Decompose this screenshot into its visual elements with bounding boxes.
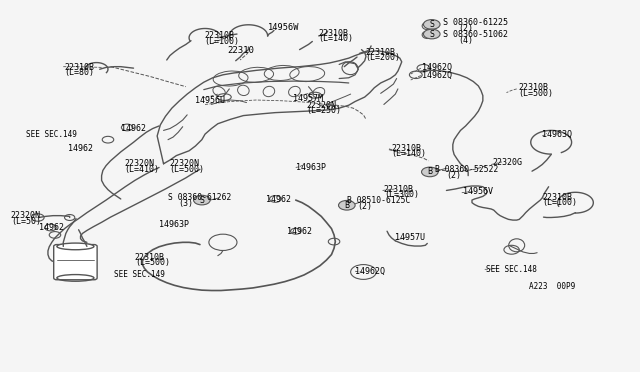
Text: B 08510-6125C: B 08510-6125C	[347, 196, 410, 205]
Text: 14962Q: 14962Q	[422, 63, 452, 72]
Text: 14956V: 14956V	[463, 187, 493, 196]
Ellipse shape	[57, 243, 94, 250]
Text: (2): (2)	[446, 171, 461, 180]
Text: 22310: 22310	[227, 46, 254, 55]
Text: S: S	[429, 29, 434, 39]
Text: 14957U: 14957U	[396, 233, 426, 243]
Text: 14962Q: 14962Q	[422, 71, 452, 80]
Circle shape	[424, 29, 440, 39]
Text: (2): (2)	[357, 202, 372, 211]
Text: 22310B: 22310B	[518, 83, 548, 92]
Text: S: S	[429, 20, 434, 29]
Text: (L=140): (L=140)	[318, 34, 353, 44]
Text: 14956W: 14956W	[268, 23, 299, 32]
Text: (L=50): (L=50)	[11, 217, 41, 226]
Text: 14962: 14962	[68, 144, 93, 153]
Text: 22320N: 22320N	[125, 159, 155, 168]
Text: (2): (2)	[458, 24, 473, 33]
Text: S 08360-51062: S 08360-51062	[444, 30, 508, 39]
Text: SEE SEC.148: SEE SEC.148	[486, 265, 537, 274]
Circle shape	[339, 201, 355, 210]
Text: B 08360-52522: B 08360-52522	[435, 165, 499, 174]
Text: B: B	[344, 201, 349, 210]
Circle shape	[422, 167, 438, 177]
Text: 14962: 14962	[39, 223, 64, 232]
Text: 14963P: 14963P	[159, 221, 189, 230]
Text: (L=100): (L=100)	[542, 198, 577, 207]
Text: (L=80): (L=80)	[65, 68, 95, 77]
Circle shape	[424, 20, 440, 29]
Text: 22310B: 22310B	[65, 63, 95, 72]
Text: SEE SEC.149: SEE SEC.149	[115, 270, 165, 279]
Text: 14956U: 14956U	[195, 96, 225, 105]
Text: A223  00P9: A223 00P9	[529, 282, 576, 291]
Text: S: S	[200, 196, 204, 205]
Text: 22310B: 22310B	[318, 29, 348, 38]
Text: 14963P: 14963P	[296, 163, 326, 172]
Text: (L=410): (L=410)	[125, 165, 159, 174]
Text: (L=500): (L=500)	[518, 89, 553, 98]
Circle shape	[193, 195, 210, 205]
Text: 22320N: 22320N	[170, 159, 199, 168]
Text: 14962: 14962	[121, 124, 146, 133]
FancyBboxPatch shape	[54, 244, 97, 280]
Text: (L=140): (L=140)	[392, 149, 426, 158]
Text: (L=200): (L=200)	[365, 53, 401, 62]
Text: (L=500): (L=500)	[170, 165, 204, 174]
Text: 22310B: 22310B	[384, 185, 414, 194]
Text: 22320G: 22320G	[492, 158, 522, 167]
Text: 22320N: 22320N	[11, 211, 41, 220]
Text: (4): (4)	[458, 36, 473, 45]
Text: S 08360-61262: S 08360-61262	[168, 193, 232, 202]
Text: 14962Q: 14962Q	[355, 267, 385, 276]
Text: 14957M: 14957M	[293, 94, 323, 103]
Text: (3): (3)	[178, 199, 193, 208]
Text: (L=500): (L=500)	[135, 258, 170, 267]
Text: (L=100): (L=100)	[204, 37, 239, 46]
Text: 22310B: 22310B	[365, 48, 396, 57]
Text: 14962: 14962	[287, 227, 312, 236]
Text: S 08360-61225: S 08360-61225	[444, 19, 508, 28]
Text: 22310B: 22310B	[542, 193, 572, 202]
Text: 14962: 14962	[266, 195, 291, 204]
Text: (L=300): (L=300)	[384, 190, 419, 199]
Text: 22310B: 22310B	[135, 253, 165, 262]
Text: 22320N: 22320N	[306, 101, 336, 110]
Text: 14963Q: 14963Q	[542, 130, 572, 140]
Text: SEE SEC.149: SEE SEC.149	[26, 130, 77, 140]
Text: (L=250): (L=250)	[306, 106, 341, 115]
Text: B: B	[428, 167, 433, 176]
Text: 22310B: 22310B	[392, 144, 422, 153]
Text: 22310B: 22310B	[204, 31, 234, 41]
